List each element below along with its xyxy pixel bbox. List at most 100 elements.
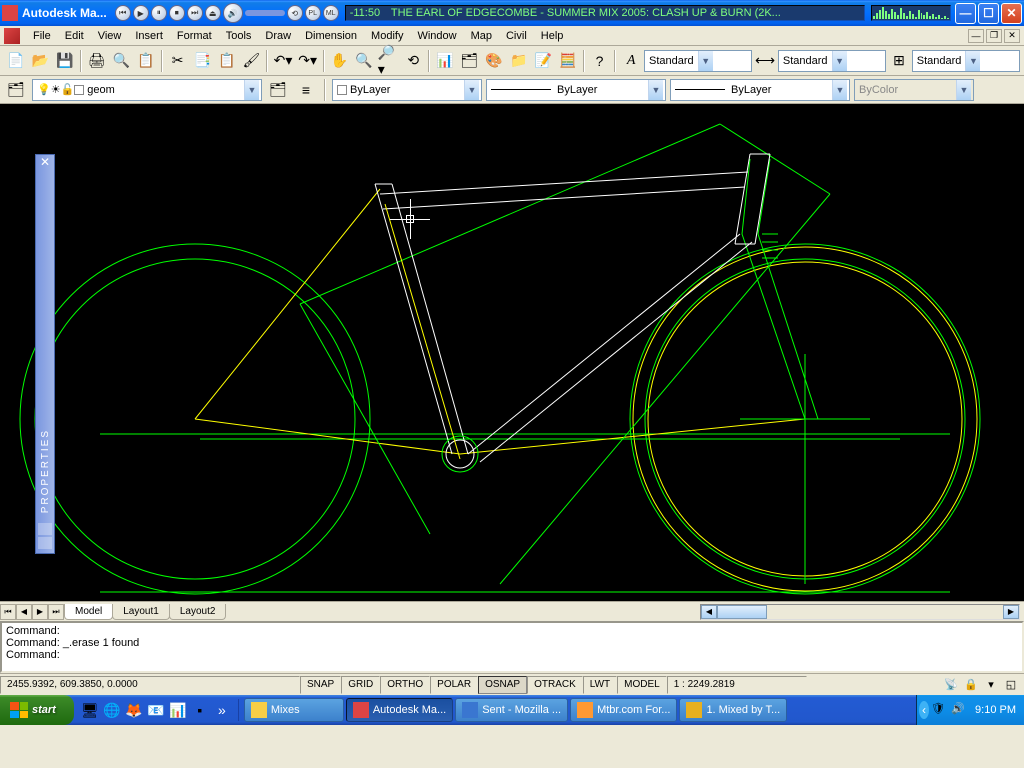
ql-desktop-icon[interactable]: 🖥: [80, 699, 100, 721]
layer-mgr-icon[interactable]: 🗂: [4, 78, 28, 102]
zoom-win-icon[interactable]: 🔎▾: [377, 49, 401, 73]
dimstyle-icon[interactable]: ⟷: [753, 49, 777, 73]
print-icon[interactable]: 🖨: [85, 49, 109, 73]
palette-menu-icon[interactable]: [38, 537, 52, 549]
media-open-icon[interactable]: ⏏: [205, 5, 221, 21]
task-mtbr-com-for-[interactable]: Mtbr.com For...: [570, 698, 677, 722]
open-icon[interactable]: 📂: [29, 49, 53, 73]
ql-ie-icon[interactable]: 🌐: [102, 699, 122, 721]
comm-icon[interactable]: 📡: [942, 676, 960, 694]
media-pl-icon[interactable]: PL: [305, 5, 321, 21]
task-sent-mozilla-[interactable]: Sent - Mozilla ...: [455, 698, 568, 722]
status-snap[interactable]: SNAP: [300, 676, 341, 694]
media-prev-icon[interactable]: ⏮: [115, 5, 131, 21]
scroll-thumb[interactable]: [717, 605, 767, 619]
status-polar[interactable]: POLAR: [430, 676, 478, 694]
dim-style-dropdown[interactable]: Standard ▼: [778, 50, 886, 72]
task-autodesk-ma-[interactable]: Autodesk Ma...: [346, 698, 453, 722]
redo-icon[interactable]: ↷▾: [296, 49, 320, 73]
paste-icon[interactable]: 📋: [215, 49, 239, 73]
scale-display[interactable]: 1 : 2249.2819: [667, 676, 807, 694]
tab-model[interactable]: Model: [64, 604, 113, 620]
ql-more-icon[interactable]: »: [212, 699, 232, 721]
menu-help[interactable]: Help: [534, 28, 571, 44]
media-ml-icon[interactable]: ML: [323, 5, 339, 21]
tablestyle-icon[interactable]: ⊞: [887, 49, 911, 73]
palette-auto-hide-icon[interactable]: [38, 523, 52, 535]
status-lwt[interactable]: LWT: [583, 676, 617, 694]
preview-icon[interactable]: 🔍: [110, 49, 134, 73]
zoom-rt-icon[interactable]: 🔍: [352, 49, 376, 73]
linetype-dropdown[interactable]: ByLayer ▼: [486, 79, 666, 101]
taskbar-clock[interactable]: 9:10 PM: [975, 704, 1016, 716]
mdi-restore[interactable]: ❐: [986, 29, 1002, 43]
clean-screen-icon[interactable]: ◱: [1002, 676, 1020, 694]
menu-civil[interactable]: Civil: [499, 28, 534, 44]
status-model[interactable]: MODEL: [617, 676, 667, 694]
ssm-icon[interactable]: 📁: [507, 49, 531, 73]
task--mixed-by-t-[interactable]: 1. Mixed by T...: [679, 698, 787, 722]
menu-edit[interactable]: Edit: [58, 28, 91, 44]
layer-dropdown[interactable]: 💡 ☀ 🔓 geom ▼: [32, 79, 262, 101]
drawing-area[interactable]: ✕ PROPERTIES: [0, 104, 1024, 601]
start-button[interactable]: start: [0, 695, 74, 725]
coordinates-display[interactable]: 2455.9392, 609.3850, 0.0000: [0, 676, 300, 694]
qcalc-icon[interactable]: 🧮: [556, 49, 580, 73]
menu-file[interactable]: File: [26, 28, 58, 44]
copy-icon[interactable]: 📑: [190, 49, 214, 73]
status-ortho[interactable]: ORTHO: [380, 676, 430, 694]
zoom-prev-icon[interactable]: ⟲: [401, 49, 425, 73]
props-icon[interactable]: 📊: [433, 49, 457, 73]
tab-next-icon[interactable]: ▶: [32, 604, 48, 620]
tab-first-icon[interactable]: ⏮: [0, 604, 16, 620]
mdi-close[interactable]: ✕: [1004, 29, 1020, 43]
mdi-minimize[interactable]: —: [968, 29, 984, 43]
status-otrack[interactable]: OTRACK: [527, 676, 583, 694]
status-osnap[interactable]: OSNAP: [478, 676, 527, 694]
table-style-dropdown[interactable]: Standard ▼: [912, 50, 1020, 72]
properties-palette[interactable]: ✕ PROPERTIES: [35, 154, 55, 554]
ql-cmd-icon[interactable]: ▪: [190, 699, 210, 721]
menu-view[interactable]: View: [91, 28, 129, 44]
scroll-left-icon[interactable]: ◀: [701, 605, 717, 619]
maximize-button[interactable]: ☐: [978, 3, 999, 24]
media-play-icon[interactable]: ▶: [133, 5, 149, 21]
layer-states-icon[interactable]: ≡: [294, 78, 318, 102]
command-window[interactable]: Command:Command: _.erase 1 foundCommand:: [0, 621, 1024, 673]
minimize-button[interactable]: —: [955, 3, 976, 24]
ql-outlook-icon[interactable]: 📧: [146, 699, 166, 721]
menu-window[interactable]: Window: [410, 28, 463, 44]
ql-firefox-icon[interactable]: 🦊: [124, 699, 144, 721]
menu-draw[interactable]: Draw: [258, 28, 298, 44]
model-canvas[interactable]: [0, 104, 1024, 601]
menu-format[interactable]: Format: [170, 28, 219, 44]
volume-slider[interactable]: [245, 10, 285, 16]
tab-prev-icon[interactable]: ◀: [16, 604, 32, 620]
media-rep-icon[interactable]: ⟲: [287, 5, 303, 21]
tab-layout1[interactable]: Layout1: [112, 604, 170, 620]
tab-layout2[interactable]: Layout2: [169, 604, 227, 620]
markup-icon[interactable]: 📝: [532, 49, 556, 73]
undo-icon[interactable]: ↶▾: [271, 49, 295, 73]
scroll-right-icon[interactable]: ▶: [1003, 605, 1019, 619]
textstyle-icon[interactable]: A: [619, 49, 643, 73]
media-stop-icon[interactable]: ⏹: [169, 5, 185, 21]
media-vol-icon[interactable]: 🔊: [223, 3, 243, 23]
tp-icon[interactable]: 🎨: [482, 49, 506, 73]
match-icon[interactable]: 🖌: [240, 49, 264, 73]
tab-last-icon[interactable]: ⏭: [48, 604, 64, 620]
palette-close-icon[interactable]: ✕: [37, 155, 53, 171]
help-icon[interactable]: ?: [588, 49, 612, 73]
tray-settings-icon[interactable]: ▾: [982, 676, 1000, 694]
lineweight-dropdown[interactable]: ByLayer ▼: [670, 79, 850, 101]
menu-map[interactable]: Map: [464, 28, 499, 44]
close-button[interactable]: ✕: [1001, 3, 1022, 24]
media-pause-icon[interactable]: ⏸: [151, 5, 167, 21]
layer-prev-icon[interactable]: 🗂: [266, 78, 290, 102]
lock-icon[interactable]: 🔒: [962, 676, 980, 694]
color-dropdown[interactable]: ByLayer ▼: [332, 79, 482, 101]
publish-icon[interactable]: 📋: [134, 49, 158, 73]
menu-modify[interactable]: Modify: [364, 28, 410, 44]
save-icon[interactable]: 💾: [53, 49, 77, 73]
pan-icon[interactable]: ✋: [328, 49, 352, 73]
